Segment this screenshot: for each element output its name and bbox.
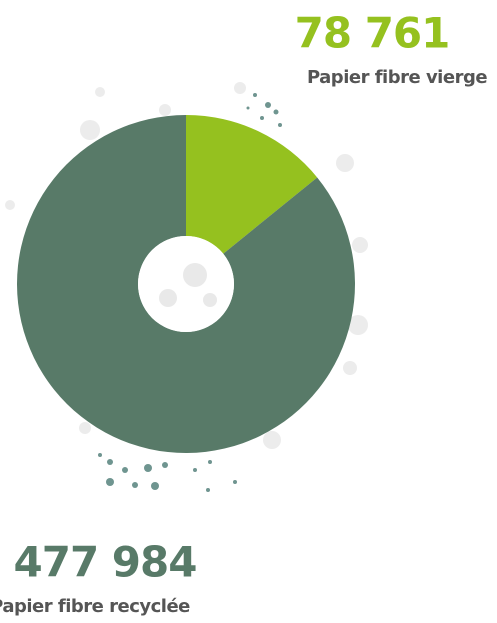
category-label: Papier fibre recyclée [0,596,190,617]
donut [16,115,355,454]
decor-specks [98,93,282,492]
decor-dots [5,82,368,449]
slice [16,115,355,454]
hole-decor [138,236,234,332]
slice [186,115,318,254]
value-label: 477 984 [14,538,197,587]
value-label: 78 761 [295,9,450,58]
category-label: Papier fibre vierge [307,67,487,88]
